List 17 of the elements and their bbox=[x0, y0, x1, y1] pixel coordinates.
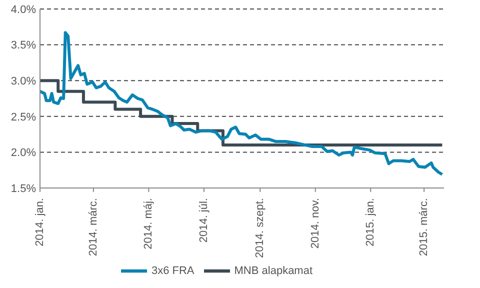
x-tick-label: 2014. szept. bbox=[254, 198, 266, 258]
y-tick-label: 2.5% bbox=[10, 111, 36, 124]
x-tick-label: 2014. máj. bbox=[142, 198, 155, 250]
y-tick-label: 2.0% bbox=[10, 147, 36, 160]
x-tick-label: 2014. márc. bbox=[87, 198, 100, 256]
line-series bbox=[40, 31, 444, 176]
x-tick-label: 2015. jan. bbox=[364, 198, 377, 246]
x-tick-label: 2015. márc. bbox=[418, 198, 430, 256]
legend-label: MNB alapkamat bbox=[234, 264, 313, 277]
y-tick-label: 1.5% bbox=[10, 182, 36, 195]
x-tick-label: 2014. jan. bbox=[34, 198, 46, 246]
y-tick-label: 4.0% bbox=[10, 4, 36, 16]
y-tick-label: 3.5% bbox=[10, 40, 36, 52]
x-tick-label: 2014. nov. bbox=[309, 198, 322, 249]
x-tick-label: 2014. júl. bbox=[198, 198, 210, 243]
y-tick-label: 3.0% bbox=[10, 76, 36, 88]
legend-label: 3x6 FRA bbox=[151, 264, 194, 277]
